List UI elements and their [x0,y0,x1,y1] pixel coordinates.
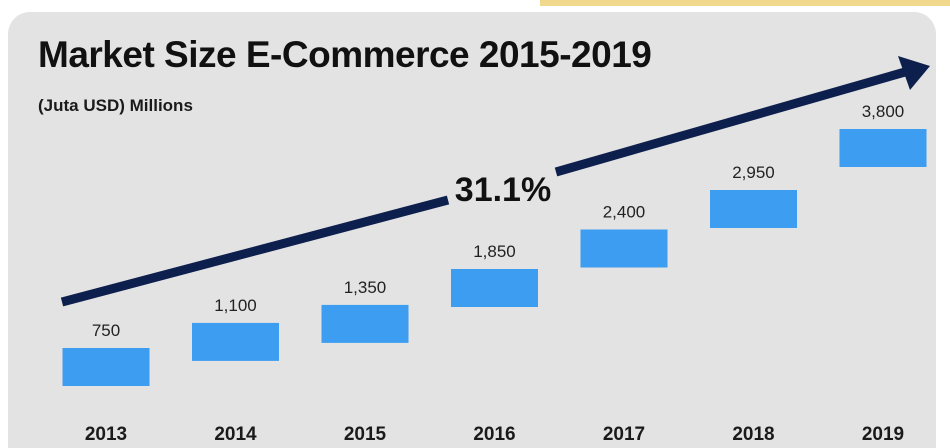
value-label-2013: 750 [92,321,120,340]
bar-2018 [710,190,797,228]
trend-arrow-line-lower [60,195,450,307]
value-label-2019: 3,800 [862,102,905,121]
value-label-2015: 1,350 [344,278,387,297]
year-label-2019: 2019 [862,424,904,445]
year-label-2015: 2015 [344,424,387,445]
chart-subtitle: (Juta USD) Millions [38,96,193,115]
year-label-2017: 2017 [603,424,645,445]
year-label-2014: 2014 [214,424,257,445]
trend-arrow [60,56,930,307]
bar-2014 [192,322,279,361]
top-accent-line [540,0,950,6]
chart-panel [8,12,936,448]
trend-arrow-head [898,56,930,90]
value-label-2018: 2,950 [732,163,775,182]
trend-arrow-line-upper [554,67,907,177]
bar-2016 [451,269,538,307]
bars-layer [62,129,927,386]
chart-title: Market Size E-Commerce 2015-2019 [38,34,652,75]
year-label-2013: 2013 [85,424,127,445]
year-label-2016: 2016 [473,424,515,445]
value-labels: 750 1,100 1,350 1,850 2,400 2,950 3,800 [92,102,904,340]
growth-rate-label: 31.1% [455,171,551,209]
bar-2017 [580,229,668,268]
year-label-2018: 2018 [732,424,774,445]
value-label-2017: 2,400 [603,203,646,222]
value-label-2016: 1,850 [473,242,516,261]
bar-2013 [62,348,150,386]
year-labels: 2013 2014 2015 2016 2017 2018 2019 [85,424,904,445]
bar-2015 [321,304,409,343]
bar-2019 [839,129,927,167]
value-label-2014: 1,100 [214,296,257,315]
